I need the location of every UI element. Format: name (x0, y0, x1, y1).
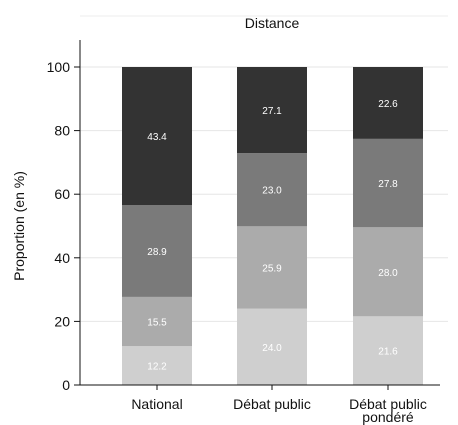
bar-value-label: 27.8 (378, 179, 398, 190)
bar-value-label: 15.5 (147, 318, 167, 329)
bar-value-label: 21.6 (378, 347, 398, 358)
x-tick-label: Débat public (233, 396, 311, 412)
y-axis-label: Proportion (en %) (11, 171, 27, 281)
x-tick-label: National (131, 396, 182, 412)
bar-value-label: 28.0 (378, 268, 398, 279)
y-tick-label: 20 (54, 313, 70, 329)
x-tick-label-line: pondéré (362, 409, 414, 425)
bar-value-label: 12.2 (147, 362, 167, 373)
bar-value-label: 43.4 (147, 132, 167, 143)
bar-value-label: 23.0 (262, 186, 282, 197)
y-tick-label: 0 (62, 377, 70, 393)
y-tick-label: 100 (47, 59, 71, 75)
y-tick-label: 60 (54, 186, 70, 202)
bar-value-label: 27.1 (262, 106, 282, 117)
y-tick-label: 40 (54, 250, 70, 266)
bar-value-label: 24.0 (262, 343, 282, 354)
bar-value-label: 25.9 (262, 263, 282, 274)
y-tick-label: 80 (54, 123, 70, 139)
x-tick-label-line: Débat public (233, 396, 311, 412)
chart-title: Distance (245, 15, 300, 31)
bar-value-label: 22.6 (378, 99, 398, 110)
x-tick-label-line: National (131, 396, 182, 412)
bar-value-label: 28.9 (147, 247, 167, 258)
